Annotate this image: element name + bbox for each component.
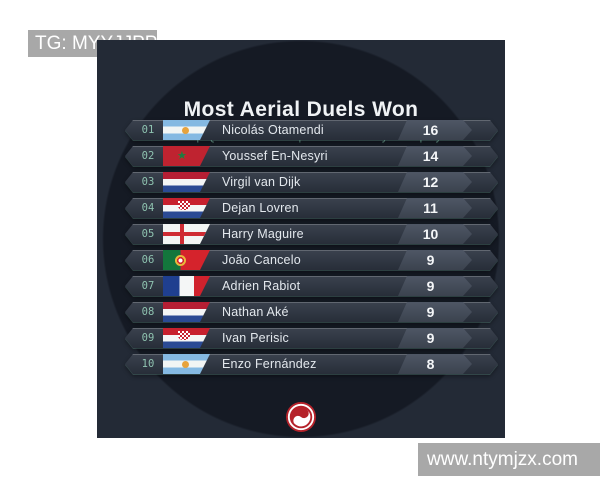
- table-row: 01 Nicolás Otamendi 16: [125, 120, 498, 140]
- player-name: Ivan Perisic: [222, 331, 290, 345]
- value-chip: 9: [398, 328, 472, 348]
- value-chip: 12: [398, 172, 472, 192]
- website-watermark-badge: www.ntymjzx.com: [418, 443, 600, 476]
- table-row: 08 Nathan Aké 9: [125, 302, 498, 322]
- rank-label: 05: [141, 228, 155, 240]
- value-chip: 9: [398, 302, 472, 322]
- value-chip-label: 9: [426, 330, 435, 346]
- flag-croatia-icon: [163, 328, 210, 348]
- value-chip-label: 16: [422, 122, 439, 138]
- table-row: 09 Ivan Perisic 9: [125, 328, 498, 348]
- rank-label: 03: [141, 176, 155, 188]
- ranking-list: 01 Nicolás Otamendi 16 02 Youssef En-Nes…: [125, 120, 498, 380]
- flag-netherlands-icon: [163, 172, 210, 192]
- table-row: 02 Youssef En-Nesyri 14: [125, 146, 498, 166]
- value-chip: 8: [398, 354, 472, 374]
- flag-netherlands-icon: [163, 302, 210, 322]
- page-title: Most Aerial Duels Won: [183, 98, 419, 121]
- table-row-body: 10 Enzo Fernández 8: [125, 354, 498, 374]
- value-chip: 10: [398, 224, 472, 244]
- value-chip-label: 10: [422, 226, 439, 242]
- table-row: 10 Enzo Fernández 8: [125, 354, 498, 374]
- player-name: Nathan Aké: [222, 305, 289, 319]
- value-chip-label: 11: [423, 200, 438, 216]
- table-row-body: 09 Ivan Perisic 9: [125, 328, 498, 348]
- rank-label: 02: [141, 150, 155, 162]
- rank-label: 01: [141, 124, 155, 136]
- player-name: Harry Maguire: [222, 227, 304, 241]
- rank-label: 06: [141, 254, 155, 266]
- flag-croatia-icon: [163, 198, 210, 218]
- flag-argentina-icon: [163, 354, 210, 374]
- table-row: 04 Dejan Lovren 11: [125, 198, 498, 218]
- table-row-body: 01 Nicolás Otamendi 16: [125, 120, 498, 140]
- table-row-body: 05 Harry Maguire 10: [125, 224, 498, 244]
- red-swirl-logo-icon: [286, 402, 316, 432]
- table-row: 05 Harry Maguire 10: [125, 224, 498, 244]
- player-name: Youssef En-Nesyri: [222, 149, 328, 163]
- rank-label: 04: [141, 202, 155, 214]
- value-chip: 14: [398, 146, 472, 166]
- table-row-body: 02 Youssef En-Nesyri 14: [125, 146, 498, 166]
- flag-england-icon: [163, 224, 210, 244]
- table-row-body: 04 Dejan Lovren 11: [125, 198, 498, 218]
- flag-morocco-icon: [163, 146, 210, 166]
- table-row: 07 Adrien Rabiot 9: [125, 276, 498, 296]
- table-row-body: 03 Virgil van Dijk 12: [125, 172, 498, 192]
- table-row-body: 06 João Cancelo 9: [125, 250, 498, 270]
- player-name: Virgil van Dijk: [222, 175, 301, 189]
- value-chip-label: 14: [422, 148, 439, 164]
- flag-portugal-icon: [163, 250, 210, 270]
- value-chip: 9: [398, 250, 472, 270]
- flag-france-icon: [163, 276, 210, 296]
- table-row: 06 João Cancelo 9: [125, 250, 498, 270]
- value-chip-label: 8: [426, 356, 435, 372]
- value-chip-label: 12: [422, 174, 439, 190]
- value-chip: 9: [398, 276, 472, 296]
- player-name: Adrien Rabiot: [222, 279, 301, 293]
- player-name: João Cancelo: [222, 253, 301, 267]
- table-row: 03 Virgil van Dijk 12: [125, 172, 498, 192]
- stats-card: Most Aerial Duels Won World Cup Quarter-…: [97, 40, 505, 438]
- value-chip-label: 9: [426, 252, 435, 268]
- player-name: Enzo Fernández: [222, 357, 317, 371]
- rank-label: 08: [141, 306, 155, 318]
- rank-label: 09: [141, 332, 155, 344]
- table-row-body: 08 Nathan Aké 9: [125, 302, 498, 322]
- value-chip-label: 9: [426, 304, 435, 320]
- rank-label: 07: [141, 280, 155, 292]
- player-name: Dejan Lovren: [222, 201, 299, 215]
- value-chip: 16: [398, 120, 472, 140]
- rank-label: 10: [141, 358, 155, 370]
- value-chip: 11: [398, 198, 472, 218]
- table-row-body: 07 Adrien Rabiot 9: [125, 276, 498, 296]
- player-name: Nicolás Otamendi: [222, 123, 324, 137]
- value-chip-label: 9: [426, 278, 435, 294]
- flag-argentina-icon: [163, 120, 210, 140]
